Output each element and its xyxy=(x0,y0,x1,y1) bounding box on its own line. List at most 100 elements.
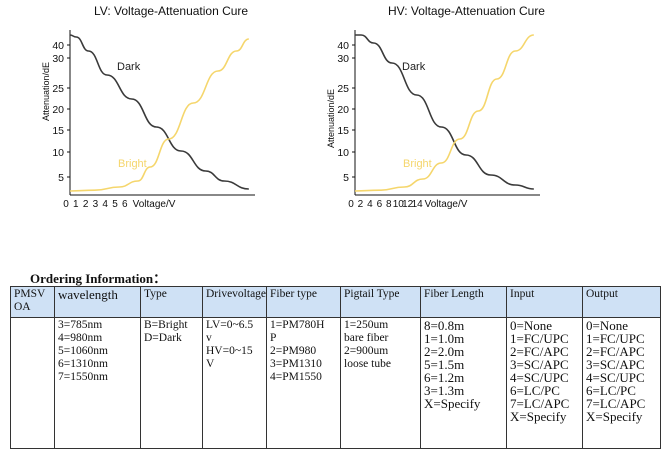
x-tick-label: 5 xyxy=(112,199,118,210)
cell-pmsvoa xyxy=(10,317,55,449)
dark-series-label: Dark xyxy=(117,61,141,73)
cell-line: 2=FC/APC xyxy=(586,344,645,359)
cell-line: 1=PM780H xyxy=(270,319,325,331)
cell-line: 0=None xyxy=(586,318,628,333)
cell-line: 1=250um xyxy=(344,319,389,331)
cell-line: LV=0~6.5 xyxy=(206,319,254,331)
x-tick-label: 0 xyxy=(348,199,354,210)
x-tick-label: 12 xyxy=(402,199,414,210)
bright-series-line xyxy=(69,38,250,192)
x-tick-label: 14 xyxy=(412,199,424,210)
x-tick-label: 2 xyxy=(83,199,89,210)
header-pigtail-type: Pigtail Type xyxy=(340,286,421,318)
x-axis-label: Voltage/V xyxy=(425,199,468,210)
cell-line: 1=FC/UPC xyxy=(510,331,569,346)
header-wavelength: wavelength xyxy=(54,286,141,318)
cell-line: 6=LC/PC xyxy=(510,383,560,398)
cell-line: loose tube xyxy=(344,358,391,370)
header-type: Type xyxy=(140,286,203,318)
y-tick-label: 10 xyxy=(337,147,349,159)
cell-line: X=Specify xyxy=(586,409,643,424)
cell-fiber: 1=PM780H P 2=PM980 3=PM1310 4=PM1550 xyxy=(266,317,341,449)
x-tick-label: 2 xyxy=(358,199,364,210)
cell-line: 6=1.2m xyxy=(424,370,465,385)
cell-line: 5=1060nm xyxy=(58,345,108,357)
y-tick-label: 15 xyxy=(337,125,349,137)
cell-line: 6=LC/PC xyxy=(586,383,636,398)
cell-line: P xyxy=(270,332,277,344)
y-tick-label: 20 xyxy=(52,104,64,116)
header-fiber-type: Fiber type xyxy=(266,286,341,318)
y-tick-label: 15 xyxy=(52,125,64,137)
header-input: Input xyxy=(506,286,583,318)
cell-line: 3=PM1310 xyxy=(270,358,322,370)
cell-line: V xyxy=(206,358,215,370)
cell-line: 7=LC/APC xyxy=(510,396,570,411)
cell-line: 0=None xyxy=(510,318,552,333)
cell-line: 2=900um xyxy=(344,345,389,357)
cell-line: 3=785nm xyxy=(58,319,103,331)
cell-line: HV=0~15 xyxy=(206,345,253,357)
header-output: Output xyxy=(582,286,661,318)
cell-line: 4=PM1550 xyxy=(270,371,322,383)
cell-line: 7=1550nm xyxy=(58,371,108,383)
dark-series-line xyxy=(355,34,534,190)
bright-series-label: Bright xyxy=(403,158,432,170)
cell-line: 3=SC/APC xyxy=(586,357,645,372)
table-row: 3=785nm 4=980nm 5=1060nm 6=1310nm 7=1550nm B… xyxy=(10,317,661,449)
y-tick-label: 30 xyxy=(337,53,349,65)
cell-line: 3=1.3m xyxy=(424,383,465,398)
cell-line: 4=SC/UPC xyxy=(586,370,645,385)
cell-line: 8=0.8m xyxy=(424,318,465,333)
dark-series-label: Dark xyxy=(402,61,426,73)
cell-line: 2=FC/APC xyxy=(510,344,569,359)
bright-series-line xyxy=(354,34,534,192)
bright-series-label: Bright xyxy=(118,158,147,170)
table-header-row: PMSV OA wavelength Type Drivevoltage Fib… xyxy=(10,286,661,318)
x-tick-label: 10 xyxy=(393,199,405,210)
y-tick-label: 5 xyxy=(343,172,349,184)
header-fiber-length: Fiber Length xyxy=(420,286,507,318)
header-pmsvoa: PMSV OA xyxy=(10,286,55,318)
y-tick-label: 30 xyxy=(52,53,64,65)
cell-line: 1=FC/UPC xyxy=(586,331,645,346)
hv-chart: HV: Voltage-Attenuation Cure Attenuation… xyxy=(325,0,645,220)
cell-line: 3=SC/APC xyxy=(510,357,569,372)
cell-wavelength: 3=785nm 4=980nm 5=1060nm 6=1310nm 7=1550nm xyxy=(54,317,141,449)
chart-title: HV: Voltage-Attenuation Cure xyxy=(388,4,545,18)
x-axis-label: Voltage/V xyxy=(133,199,176,210)
x-tick-label: 4 xyxy=(102,199,108,210)
x-tick-label: 1 xyxy=(73,199,79,210)
cell-line: 6=1310nm xyxy=(58,358,108,370)
cell-line: 5=1.5m xyxy=(424,357,465,372)
x-tick-label: 4 xyxy=(367,199,373,210)
cell-line: 4=SC/UPC xyxy=(510,370,569,385)
cell-line: 7=LC/APC xyxy=(586,396,646,411)
cell-output: 0=None 1=FC/UPC 2=FC/APC 3=SC/APC 4=SC/UPC 6=… xyxy=(582,317,661,449)
y-tick-label: 5 xyxy=(58,172,64,184)
header-drivevoltage: Drivevoltage xyxy=(202,286,267,318)
cell-line: D=Dark xyxy=(144,332,182,344)
cell-line: 4=980nm xyxy=(58,332,103,344)
y-tick-label: 25 xyxy=(337,83,349,95)
cell-line: X=Specify xyxy=(424,396,481,411)
cell-line: 2=PM980 xyxy=(270,345,317,357)
y-tick-label: 20 xyxy=(337,104,349,116)
x-tick-label: 0 xyxy=(63,199,69,210)
cell-length: 8=0.8m 1=1.0m 2=2.0m 5=1.5m 6=1.2m 3=1.3m X=Sp… xyxy=(420,317,507,449)
cell-line: bare fiber xyxy=(344,332,389,344)
cell-line: 2=2.0m xyxy=(424,344,465,359)
x-tick-label: 6 xyxy=(377,199,383,210)
cell-input: 0=None 1=FC/UPC 2=FC/APC 3=SC/APC 4=SC/UPC 6=… xyxy=(506,317,583,449)
y-tick-label: 40 xyxy=(52,40,64,52)
cell-line: X=Specify xyxy=(510,409,567,424)
ordering-title: Ordering Information： xyxy=(30,271,167,286)
cell-line: B=Bright xyxy=(144,319,188,331)
y-tick-label: 40 xyxy=(337,40,349,52)
lv-chart: LV: Voltage-Attenuation Cure Attenuation… xyxy=(40,0,360,220)
chart-title: LV: Voltage-Attenuation Cure xyxy=(94,4,249,18)
cell-drive: LV=0~6.5 v HV=0~15 V xyxy=(202,317,267,449)
y-tick-label: 25 xyxy=(52,83,64,95)
cell-line: v xyxy=(206,332,212,344)
